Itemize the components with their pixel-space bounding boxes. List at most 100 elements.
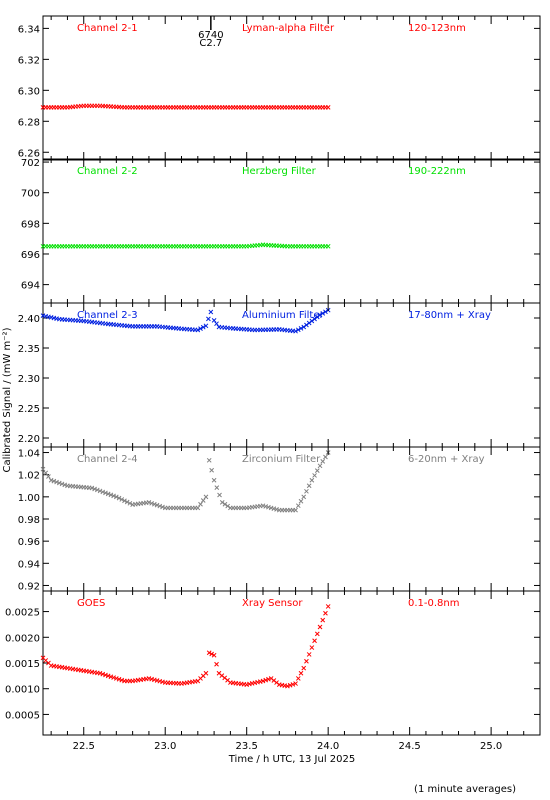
- panel-frame: [42, 446, 541, 592]
- data-point: [306, 483, 312, 489]
- data-point: [293, 507, 298, 513]
- data-point: [293, 328, 298, 334]
- data-point: [312, 316, 317, 322]
- data-point: [92, 486, 97, 492]
- y-axis-label: Calibrated Signal / (mW m⁻²): [2, 327, 13, 472]
- y-tick-label: 2.40: [18, 314, 40, 325]
- panel-5: 0.0005 0.0010 0.0015 0.0020 0.0025 GOES Xray S…: [5, 590, 541, 736]
- data-point: [320, 311, 326, 316]
- x-tick-label: 23.0: [154, 741, 176, 752]
- data-point: [100, 671, 106, 677]
- data-point: [306, 652, 312, 657]
- data-point: [295, 503, 301, 509]
- data-point: [309, 645, 315, 650]
- data-point: [211, 477, 217, 483]
- data-point: [43, 470, 49, 476]
- data-point: [317, 624, 323, 630]
- data-point: [295, 676, 301, 681]
- panel-frame: [42, 590, 541, 736]
- data-point: [154, 502, 160, 508]
- data-point: [217, 492, 222, 498]
- data-point: [214, 321, 219, 327]
- data-point: [200, 324, 206, 330]
- x-tick-label: 22.5: [73, 741, 95, 752]
- data-point: [198, 501, 203, 507]
- y-tick-label: 6.28: [18, 117, 40, 128]
- data-point: [219, 500, 225, 505]
- data-point: [151, 501, 157, 507]
- event-marker-id: 6740: [198, 30, 223, 41]
- data-point: [127, 500, 133, 506]
- x-tick-label: 25.0: [480, 741, 502, 752]
- data-point: [89, 485, 95, 491]
- data-point: [113, 494, 119, 500]
- data-point: [312, 473, 317, 478]
- data-point: [200, 498, 206, 503]
- data-point: [203, 670, 209, 676]
- data-point: [124, 499, 130, 505]
- panel-3: 2.20 2.25 2.30 2.35 2.40 Channel 2-3 Aluminium…: [18, 302, 541, 448]
- y-tick-label: 702: [21, 158, 40, 169]
- data-point: [285, 683, 290, 689]
- footer-note: (1 minute averages): [414, 784, 516, 795]
- y-tick-label: 694: [21, 281, 40, 292]
- y-tick-label: 0.0005: [5, 710, 40, 721]
- panel-2: 694 696 698 700 702 Channel 2-2 Herzberg Filte…: [21, 158, 541, 304]
- data-point: [108, 492, 114, 498]
- data-point: [222, 501, 228, 507]
- data-point: [113, 676, 119, 681]
- data-point: [301, 324, 307, 330]
- data-point: [97, 670, 103, 676]
- data-point: [214, 485, 220, 490]
- data-point: [320, 459, 326, 464]
- data-point: [287, 682, 293, 688]
- series-points: [40, 307, 331, 334]
- y-tick-label: 6.32: [18, 55, 40, 66]
- panel-1: 6.26 6.28 6.30 6.32 6.34 Channel 2-1 Lyman-alp…: [18, 15, 541, 161]
- data-point: [160, 504, 165, 510]
- data-point: [100, 489, 106, 495]
- data-point: [304, 322, 309, 328]
- data-point: [225, 503, 231, 509]
- data-point: [323, 309, 328, 315]
- data-point: [325, 604, 331, 609]
- panel-frame: [42, 158, 541, 304]
- data-point: [309, 318, 315, 324]
- data-point: [62, 482, 68, 488]
- x-axis-label: Time / h UTC, 13 Jul 2025: [228, 754, 356, 765]
- data-point: [295, 327, 301, 333]
- data-point: [119, 497, 125, 502]
- data-point: [203, 323, 209, 329]
- y-tick-label: 2.35: [18, 344, 40, 355]
- data-point: [203, 494, 209, 500]
- data-point: [51, 478, 57, 484]
- data-point: [119, 677, 125, 683]
- data-point: [209, 651, 215, 657]
- y-tick-label: 0.96: [18, 537, 40, 548]
- panel-frame: [42, 15, 541, 161]
- data-point: [54, 479, 59, 485]
- data-point: [94, 487, 100, 493]
- data-point: [301, 665, 307, 671]
- y-tick-label: 6.34: [18, 24, 40, 35]
- data-point: [312, 638, 317, 644]
- band-range: 120-123nm: [408, 23, 466, 34]
- data-point: [323, 610, 328, 616]
- channel-name: Channel 2-2: [77, 166, 138, 177]
- data-point: [298, 498, 304, 504]
- data-point: [304, 488, 309, 494]
- data-point: [195, 505, 201, 511]
- y-tick-label: 6.26: [18, 148, 40, 159]
- panel-frame: [42, 302, 541, 448]
- data-point: [325, 105, 331, 110]
- y-tick-label: 2.20: [18, 434, 40, 445]
- data-point: [59, 481, 65, 487]
- filter-name: Lyman-alpha Filter: [242, 23, 335, 34]
- filter-name: Herzberg Filter: [242, 166, 317, 177]
- data-point: [198, 326, 203, 331]
- series-points: [40, 103, 331, 110]
- data-point: [116, 495, 122, 501]
- data-point: [317, 463, 323, 469]
- data-point: [214, 661, 219, 667]
